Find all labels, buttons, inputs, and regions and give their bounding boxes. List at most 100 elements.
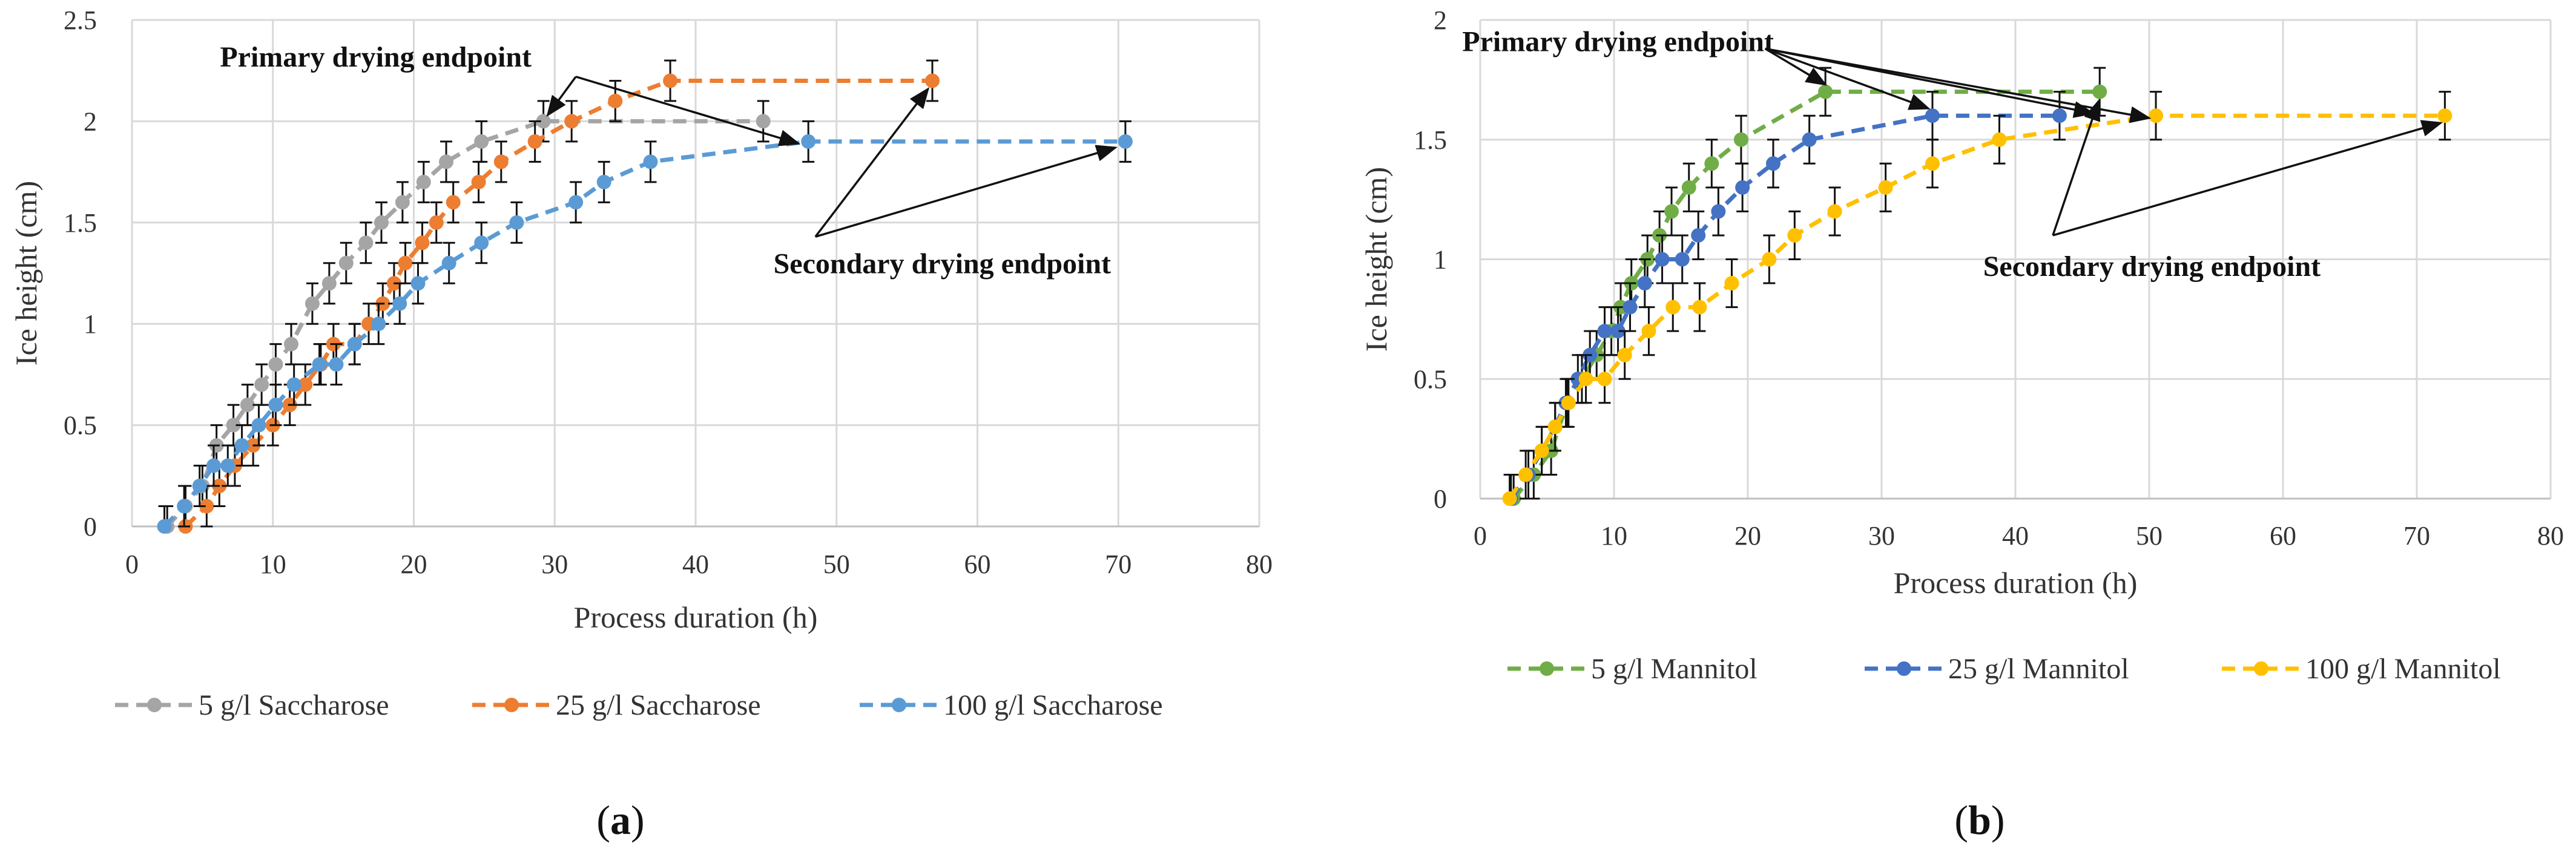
legend-marker <box>892 698 906 712</box>
data-point <box>251 418 266 433</box>
data-point <box>1692 300 1707 315</box>
data-point <box>439 154 454 169</box>
data-point <box>1597 324 1612 339</box>
series-5-g-l-saccharose <box>160 100 771 534</box>
data-point <box>371 316 386 332</box>
series-100-g-l-saccharose <box>157 120 1133 534</box>
annotation-label: Secondary drying endpoint <box>1983 251 2321 283</box>
x-tick-label: 0 <box>1474 521 1487 551</box>
data-point <box>1597 372 1612 387</box>
legend-label: 100 g/l Saccharose <box>943 689 1163 721</box>
data-point <box>1787 228 1802 243</box>
data-point <box>312 357 327 372</box>
data-point <box>1992 132 2007 147</box>
data-point <box>568 195 584 210</box>
data-point <box>410 276 426 291</box>
data-point <box>1818 84 1833 99</box>
series-line <box>1509 113 2060 500</box>
y-axis-label: Ice height (cm) <box>1359 167 1393 352</box>
series-line <box>184 78 933 528</box>
data-point <box>284 336 299 352</box>
annotation: Secondary drying endpoint <box>774 87 1118 280</box>
data-point <box>1724 276 1739 291</box>
x-tick-label: 50 <box>823 549 850 579</box>
data-point <box>1691 228 1706 243</box>
panel-label-letter: b <box>1968 797 1991 843</box>
data-point <box>234 438 249 453</box>
data-point <box>446 195 461 210</box>
data-point <box>1610 324 1626 339</box>
data-point <box>305 296 320 311</box>
y-tick-label: 1.5 <box>1414 125 1447 155</box>
data-point <box>471 174 486 189</box>
data-point <box>1802 132 1817 147</box>
data-point <box>157 519 172 534</box>
legend-label: 5 g/l Mannitol <box>1591 653 1757 685</box>
data-point <box>358 235 374 251</box>
legend-label: 100 g/l Mannitol <box>2305 653 2501 685</box>
data-point <box>801 134 816 149</box>
panel-label-close: ) <box>1991 797 2005 843</box>
x-tick-label: 20 <box>1734 521 1761 551</box>
x-tick-label: 60 <box>2270 521 2296 551</box>
data-point <box>493 154 509 169</box>
annotation-arrow <box>815 145 1118 238</box>
data-point <box>1704 156 1719 171</box>
data-point <box>2149 108 2164 123</box>
data-point <box>1641 324 1656 339</box>
data-point <box>1547 419 1563 434</box>
chart-panel-b: 0 10 20 30 40 50 60 70 80 0 0.5 1 1.5 2 Process durati… <box>1359 5 2564 843</box>
data-point <box>199 499 214 514</box>
data-point <box>1681 180 1696 195</box>
data-point <box>192 479 207 494</box>
legend-marker <box>1897 661 1911 676</box>
data-point <box>254 377 269 392</box>
data-point <box>338 255 354 270</box>
x-tick-label: 30 <box>1868 521 1895 551</box>
y-tick-label: 1 <box>1434 245 1447 275</box>
data-point <box>1561 395 1576 410</box>
x-tick-label: 20 <box>401 549 427 579</box>
y-tick-label: 0 <box>84 512 97 542</box>
annotation-arrow <box>1765 47 1931 110</box>
data-point <box>1925 156 1940 171</box>
legend-label: 25 g/l Saccharose <box>556 689 761 721</box>
y-tick-label: 1.5 <box>64 208 97 238</box>
x-axis-label: Process duration (h) <box>1894 566 2138 600</box>
annotation-arrow <box>814 87 930 238</box>
data-point <box>608 93 623 108</box>
legend-marker <box>2254 661 2268 676</box>
chart-panel-a: 0 10 20 30 40 50 60 70 80 0 0.5 1 1.5 2 2.5 Process dur… <box>9 5 1273 843</box>
data-point <box>240 398 255 413</box>
annotation-arrow <box>2052 99 2101 236</box>
legend-marker <box>504 698 519 712</box>
annotation-arrow <box>575 76 801 146</box>
legend-entry: 100 g/l Mannitol <box>2222 653 2501 685</box>
x-tick-label: 70 <box>2403 521 2430 551</box>
x-tick-label: 0 <box>125 549 139 579</box>
x-tick-label: 10 <box>1601 521 1627 551</box>
y-tick-label: 2.5 <box>64 5 97 35</box>
annotation: Primary drying endpoint <box>1462 25 2152 123</box>
data-point <box>643 154 658 169</box>
data-point <box>536 114 551 129</box>
data-point <box>1534 443 1549 458</box>
data-point <box>527 134 542 149</box>
panel-label: (b) <box>1954 797 2004 843</box>
legend-marker <box>1540 661 1554 676</box>
series-25-g-l-mannitol <box>1503 91 2067 506</box>
annotation-arrow <box>546 76 577 117</box>
data-point <box>925 73 940 88</box>
series-100-g-l-mannitol <box>1502 91 2452 506</box>
panel-label-letter: a <box>610 797 631 843</box>
data-point <box>1735 180 1750 195</box>
data-point <box>474 235 489 251</box>
data-point <box>374 215 389 230</box>
data-point <box>1622 300 1638 315</box>
x-tick-label: 40 <box>2002 521 2029 551</box>
data-point <box>1733 132 1748 147</box>
y-tick-label: 1 <box>84 309 97 339</box>
data-point <box>474 134 489 149</box>
annotation: Primary drying endpoint <box>220 41 801 146</box>
